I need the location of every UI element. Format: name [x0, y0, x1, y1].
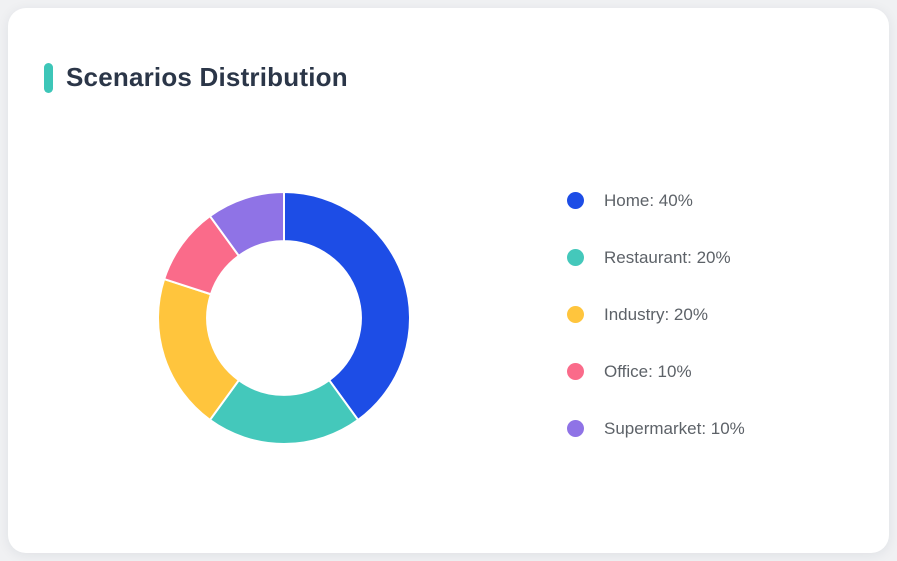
title-accent-bar	[44, 62, 53, 93]
legend-item-home[interactable]: Home: 40%	[567, 192, 745, 209]
chart-legend: Home: 40% Restaurant: 20% Industry: 20% Off…	[567, 192, 745, 437]
legend-label: Supermarket: 10%	[604, 419, 745, 438]
scenarios-distribution-card: Scenarios Distribution Home: 40% Restaura…	[8, 8, 889, 553]
legend-dot	[567, 249, 584, 266]
legend-dot	[567, 363, 584, 380]
legend-label: Restaurant: 20%	[604, 248, 731, 267]
donut-chart	[155, 189, 413, 447]
legend-item-industry[interactable]: Industry: 20%	[567, 306, 745, 323]
legend-label: Office: 10%	[604, 362, 692, 381]
card-header: Scenarios Distribution	[44, 62, 348, 93]
donut-chart-svg	[157, 191, 411, 445]
legend-dot	[567, 192, 584, 209]
pie-slice-home[interactable]	[283, 191, 411, 421]
legend-label: Home: 40%	[604, 191, 693, 210]
pie-slice-supermarket[interactable]	[208, 191, 285, 257]
card-title: Scenarios Distribution	[66, 62, 348, 92]
legend-item-restaurant[interactable]: Restaurant: 20%	[567, 249, 745, 266]
legend-label: Industry: 20%	[604, 305, 708, 324]
legend-dot	[567, 306, 584, 323]
legend-dot	[567, 420, 584, 437]
legend-item-supermarket[interactable]: Supermarket: 10%	[567, 420, 745, 437]
legend-item-office[interactable]: Office: 10%	[567, 363, 745, 380]
